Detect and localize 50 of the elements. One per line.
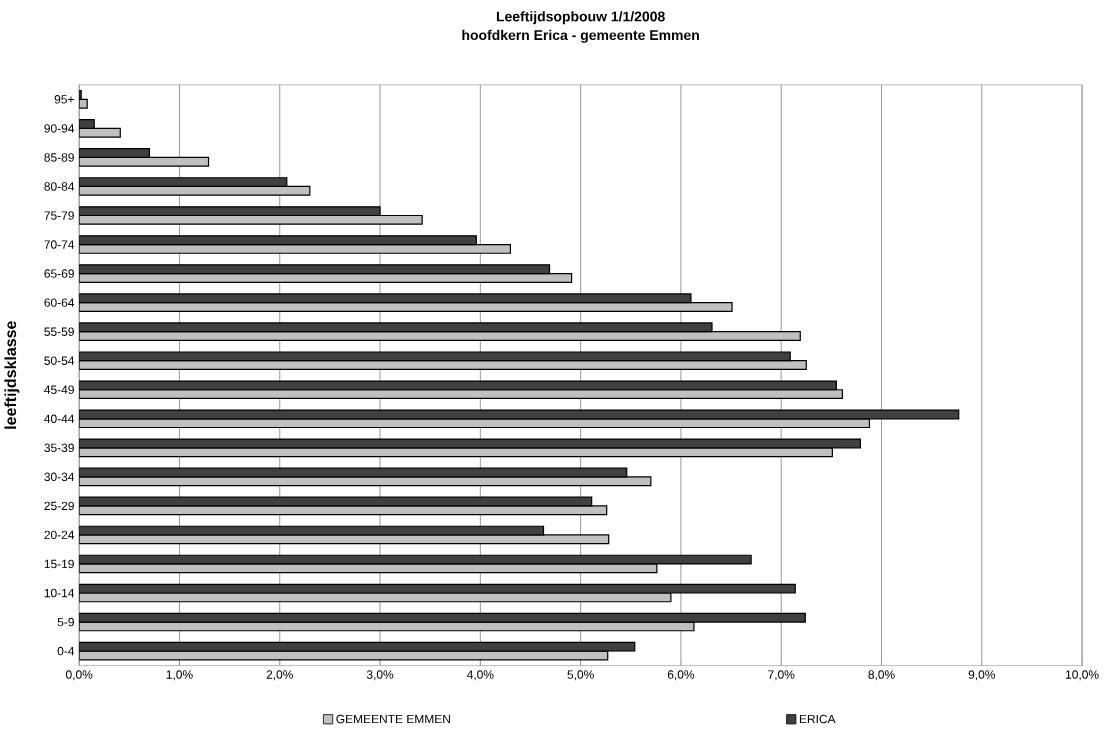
bar bbox=[79, 176, 288, 187]
bar bbox=[79, 235, 477, 245]
legend-label: GEMEENTE EMMEN bbox=[336, 714, 450, 724]
y-tick-label: 50-54 bbox=[44, 356, 75, 365]
bar bbox=[79, 417, 871, 428]
x-tick-label: 10,0% bbox=[1066, 670, 1099, 680]
y-tick-label: 10-14 bbox=[44, 588, 75, 598]
y-tick-label: 70-74 bbox=[44, 240, 75, 249]
x-tick-label: 1,0% bbox=[166, 670, 193, 680]
bar bbox=[79, 205, 381, 216]
y-tick-label: 0-4 bbox=[57, 646, 75, 656]
y-tick-label: 45-49 bbox=[44, 385, 74, 394]
y-tick-label: 60-64 bbox=[44, 298, 75, 307]
y-tick-label: 40-44 bbox=[44, 414, 75, 423]
y-tick-label: 90-94 bbox=[44, 123, 75, 133]
x-tick-label: 5,0% bbox=[567, 670, 594, 680]
bar bbox=[79, 301, 733, 312]
x-tick-label: 8,0% bbox=[868, 670, 895, 680]
bar bbox=[79, 243, 512, 254]
y-tick-label: 85-89 bbox=[44, 152, 74, 162]
chart-title: Leeftijdsopbouw 1/1/2008 bbox=[496, 10, 665, 24]
legend-label: ERICA bbox=[799, 714, 836, 724]
y-tick-label: 15-19 bbox=[44, 559, 74, 569]
y-tick-label: 35-39 bbox=[44, 443, 74, 452]
y-tick-label: 75-79 bbox=[44, 211, 74, 220]
y-tick-label: 95+ bbox=[54, 94, 74, 104]
chart-subtitle: hoofdkern Erica - gemeente Emmen bbox=[462, 29, 699, 43]
x-tick-label: 4,0% bbox=[466, 670, 494, 680]
y-tick-label: 20-24 bbox=[44, 530, 75, 539]
bar bbox=[79, 447, 833, 457]
x-tick-label: 2,0% bbox=[266, 670, 293, 680]
bar bbox=[79, 147, 150, 158]
x-tick-label: 6,0% bbox=[667, 670, 695, 680]
y-tick-label: 55-59 bbox=[44, 327, 74, 336]
y-tick-label: 5-9 bbox=[57, 617, 74, 627]
bar bbox=[79, 272, 573, 283]
bar bbox=[79, 388, 843, 399]
bar bbox=[79, 214, 423, 225]
bar bbox=[79, 330, 801, 341]
x-tick-label: 3,0% bbox=[366, 670, 394, 680]
bar bbox=[79, 359, 807, 370]
x-tick-label: 9,0% bbox=[968, 670, 996, 680]
y-tick-label: 30-34 bbox=[44, 472, 75, 481]
x-tick-label: 0,0% bbox=[65, 670, 93, 680]
y-tick-label: 25-29 bbox=[44, 501, 74, 510]
y-tick-label: 65-69 bbox=[44, 269, 74, 278]
bar bbox=[79, 185, 311, 196]
x-tick-label: 7,0% bbox=[768, 670, 795, 680]
y-axis-title: leeftijdsklasse bbox=[4, 320, 20, 429]
y-tick-label: 80-84 bbox=[44, 182, 75, 191]
